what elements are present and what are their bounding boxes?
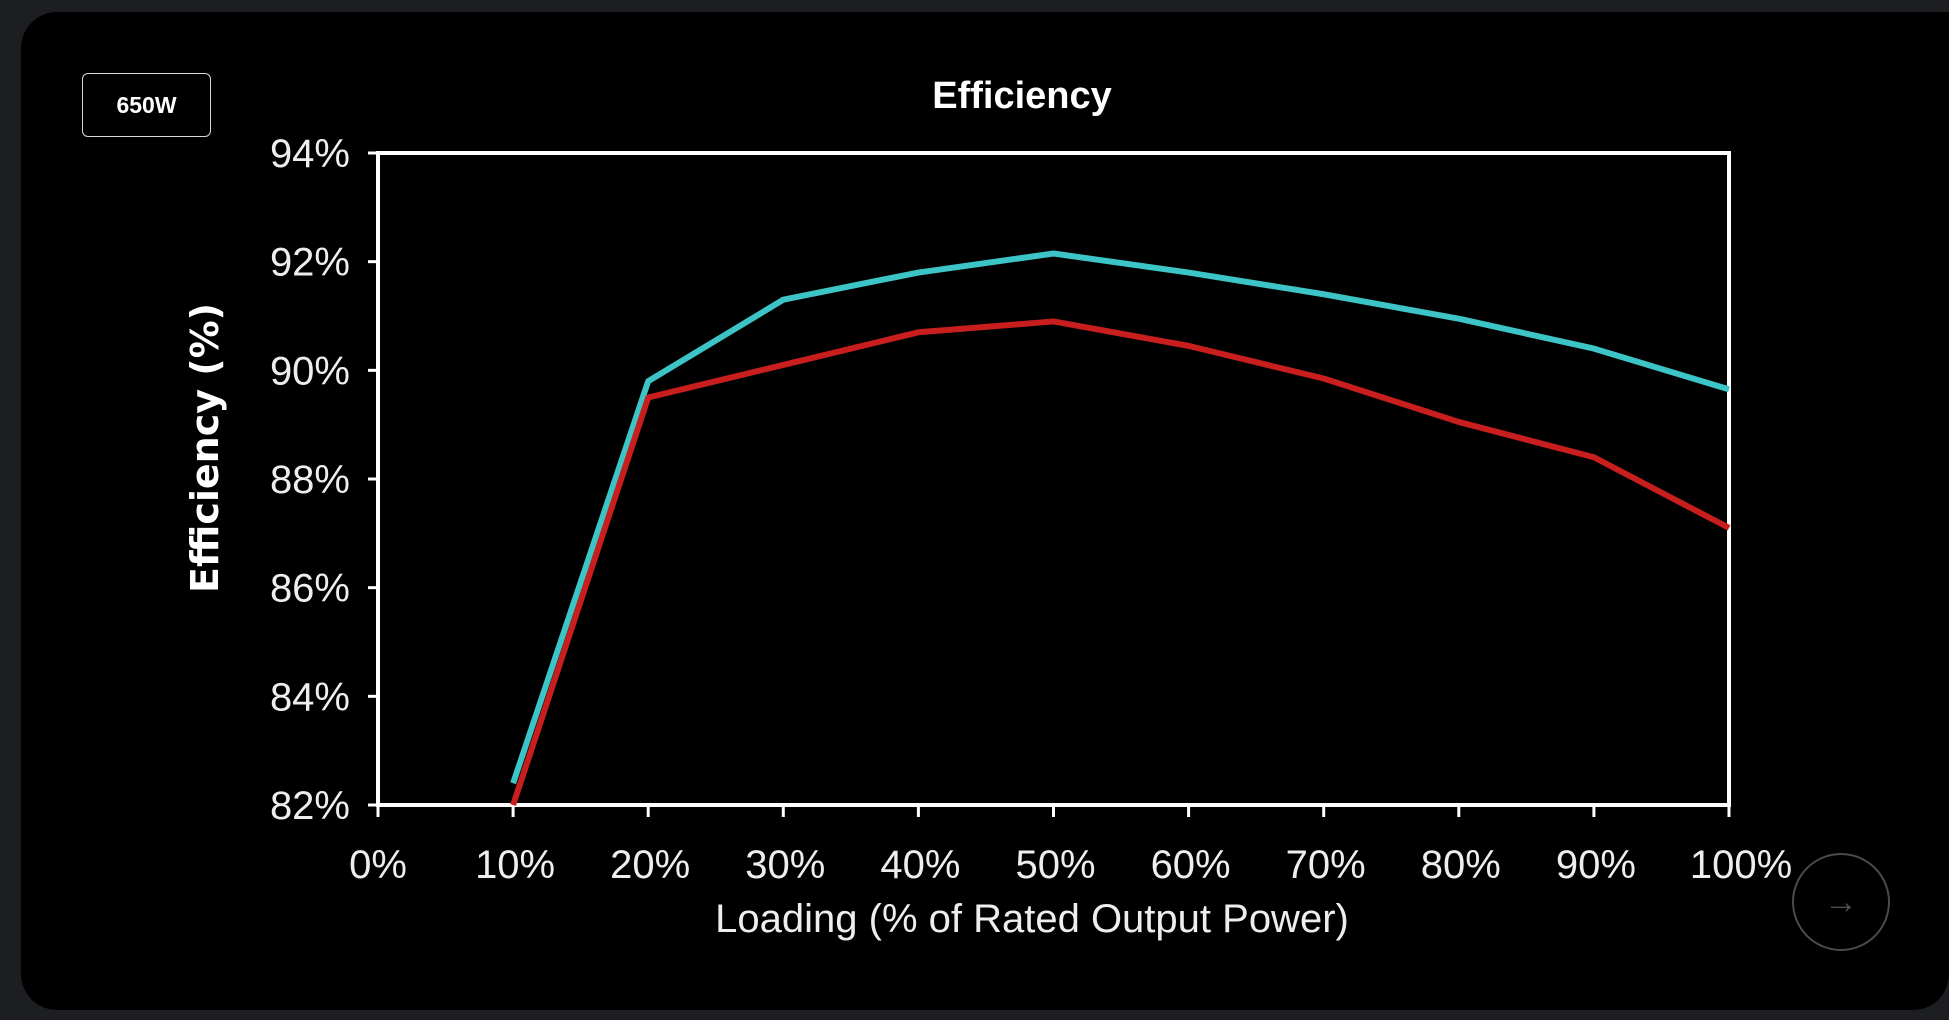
series-line-2	[510, 318, 1731, 806]
x-tick-label: 90%	[1556, 843, 1636, 887]
wattage-badge-button[interactable]: 650W	[82, 73, 211, 137]
x-axis-label: Loading (% of Rated Output Power)	[715, 897, 1349, 941]
y-tick-label: 94%	[270, 132, 350, 176]
x-tick-label: 40%	[880, 843, 960, 887]
y-tick-label: 90%	[270, 349, 350, 393]
y-tick-label: 92%	[270, 241, 350, 285]
x-tick-label: 100%	[1690, 843, 1792, 887]
y-tick-label: 84%	[270, 675, 350, 719]
x-tick-label: 70%	[1286, 843, 1366, 887]
y-tick-label: 86%	[270, 567, 350, 611]
x-tick-label: 0%	[349, 843, 407, 887]
x-tick-label: 60%	[1151, 843, 1231, 887]
y-axis-label: Efficiency (%)	[183, 303, 227, 593]
x-tick-label: 50%	[1015, 843, 1095, 887]
x-tick-label: 30%	[745, 843, 825, 887]
x-tick-label: 20%	[610, 843, 690, 887]
x-tick-label: 10%	[475, 843, 555, 887]
series-line-1	[510, 250, 1730, 785]
chart-title: Efficiency	[932, 75, 1112, 117]
next-button[interactable]: →	[1792, 853, 1890, 951]
chart-card	[21, 12, 1949, 1010]
arrow-right-icon: →	[1824, 882, 1858, 921]
y-tick-label: 82%	[270, 784, 350, 828]
y-tick-label: 88%	[270, 458, 350, 502]
x-tick-label: 80%	[1421, 843, 1501, 887]
